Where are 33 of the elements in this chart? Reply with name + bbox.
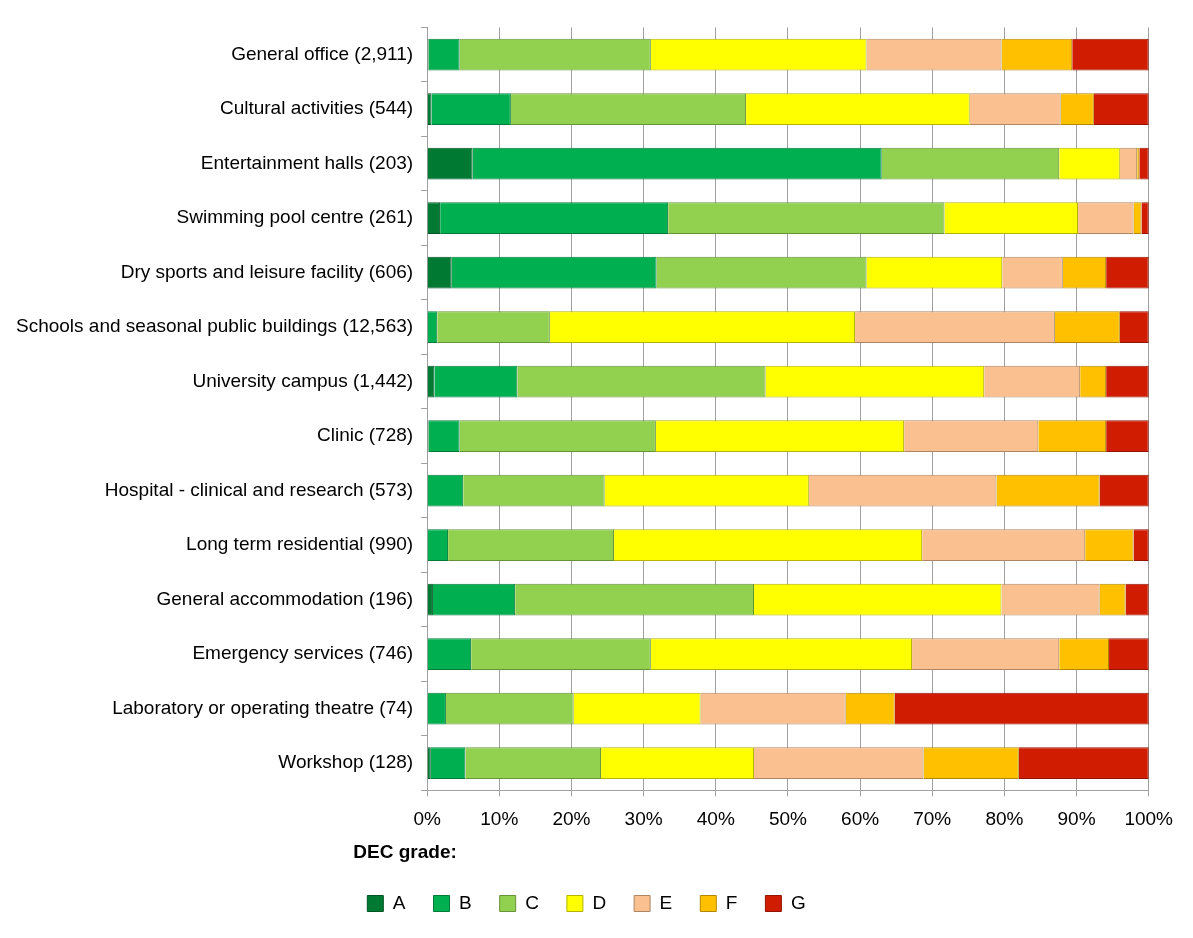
x-tick-label: 70% — [913, 808, 952, 830]
x-tick-label: 100% — [1124, 808, 1174, 830]
legend-label: C — [525, 891, 539, 913]
legend-label: E — [659, 891, 673, 913]
x-tick-label: 40% — [696, 808, 735, 830]
x-tick-label: 20% — [552, 808, 591, 830]
x-tick-label: 90% — [1057, 808, 1096, 830]
x-tick-label: 60% — [841, 808, 880, 830]
x-tick-label: 30% — [624, 808, 663, 830]
y-tick-label: Laboratory or operating theatre (74) — [112, 696, 414, 718]
x-tick-label: 10% — [480, 808, 519, 830]
y-tick-label: Swimming pool centre (261) — [176, 206, 414, 228]
y-tick-label: Dry sports and leisure facility (606) — [120, 260, 414, 282]
y-tick-label: Schools and seasonal public buildings (12,563) — [16, 315, 414, 337]
x-tick-label: 80% — [985, 808, 1024, 830]
y-tick-label: Cultural activities (544) — [219, 97, 414, 119]
x-tick-label: 50% — [768, 808, 808, 830]
y-tick-label: Clinic (728) — [317, 424, 414, 446]
legend-label: G — [790, 891, 806, 913]
y-tick-label: University campus (1,442) — [192, 369, 414, 391]
legend-label: F — [725, 891, 738, 913]
y-tick-label: Long term residential (990) — [186, 533, 414, 555]
y-tick-label: General accommodation (196) — [156, 587, 414, 609]
y-tick-label: Emergency services (746) — [192, 642, 414, 664]
legend-label: A — [392, 891, 406, 913]
legend-title: DEC grade: — [353, 840, 457, 862]
legend-label: D — [592, 891, 607, 913]
y-tick-label: Entertainment halls (203) — [200, 151, 414, 173]
x-tick-label: 0% — [413, 808, 441, 830]
legend-label: B — [459, 891, 472, 913]
y-tick-label: Hospital - clinical and research (573) — [104, 478, 414, 500]
y-tick-label: Workshop (128) — [278, 751, 414, 773]
y-tick-label: General office (2,911) — [231, 42, 414, 64]
